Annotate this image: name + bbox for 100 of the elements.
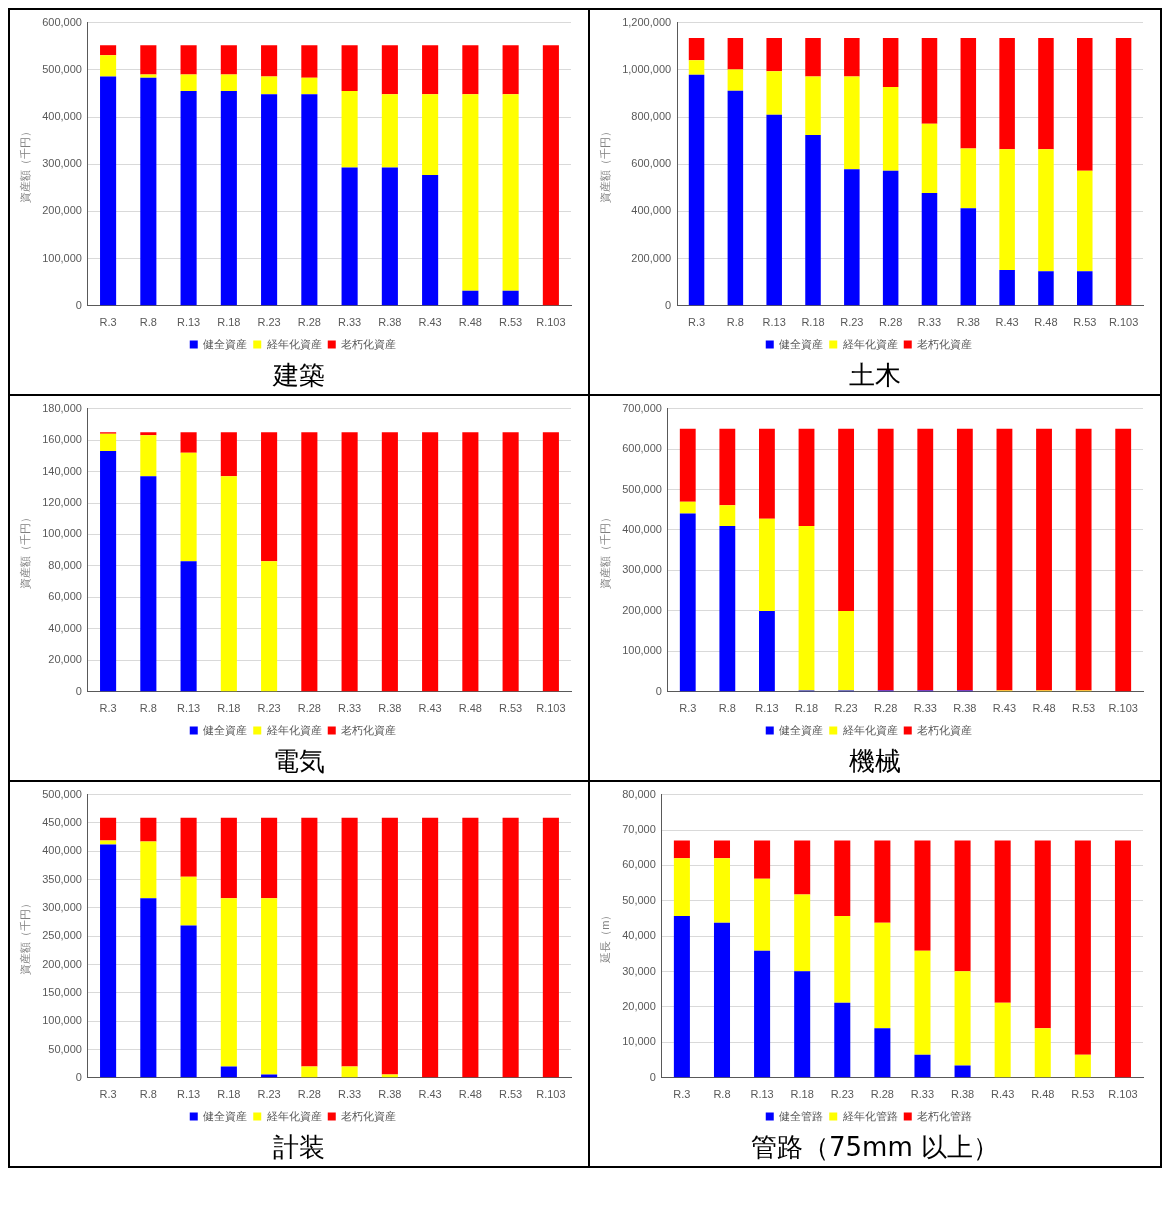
y-tick-label: 400,000 xyxy=(622,523,662,535)
x-tick-label: R.18 xyxy=(217,316,241,329)
legend-label: 老朽化資産 xyxy=(341,1109,397,1122)
x-tick-label: R.33 xyxy=(337,316,362,329)
x-tick-label: R.13 xyxy=(750,1088,774,1101)
x-tick-label: R.33 xyxy=(913,702,937,715)
legend-label: 老朽化資産 xyxy=(341,337,397,350)
y-tick-label: 0 xyxy=(75,684,82,697)
x-tick-label: R.18 xyxy=(790,1088,814,1101)
y-tick-label: 300,000 xyxy=(42,900,82,913)
y-tick-label: 60,000 xyxy=(48,590,82,603)
y-tick-label: 140,000 xyxy=(42,464,82,477)
y-tick-label: 150,000 xyxy=(42,985,82,998)
x-tick-label: R.8 xyxy=(718,702,736,715)
x-tick-label: R.43 xyxy=(418,702,442,715)
x-tick-label: R.33 xyxy=(337,702,362,715)
x-tick-label: R.103 xyxy=(536,1088,566,1101)
x-tick-label: R.23 xyxy=(840,316,864,329)
x-tick-label: R.53 xyxy=(499,702,523,715)
y-tick-label: 500,000 xyxy=(42,62,82,75)
legend-label: 経年化資産 xyxy=(265,723,322,736)
x-tick-label: R.53 xyxy=(1071,1088,1095,1101)
text: 計装 xyxy=(273,1132,325,1164)
y-tick-label: 0 xyxy=(655,684,662,697)
y-tick-label: 400,000 xyxy=(42,110,82,123)
x-tick-label: R.28 xyxy=(297,316,321,329)
y-axis-title: 資産額（千円） xyxy=(598,511,611,589)
x-tick-label: R.43 xyxy=(991,1088,1015,1101)
y-tick-label: 20,000 xyxy=(48,653,82,666)
y-tick-label: 600,000 xyxy=(631,157,672,170)
x-tick-label: R.8 xyxy=(713,1088,731,1101)
y-tick-label: 80,000 xyxy=(48,558,82,571)
legend-label: 老朽化資産 xyxy=(917,723,973,736)
y-axis-title: 資産額（千円） xyxy=(18,511,31,589)
x-tick-label: R.8 xyxy=(139,316,157,329)
legend-label: 老朽化資産 xyxy=(917,337,973,350)
y-tick-label: 180,000 xyxy=(42,401,82,414)
x-tick-label: R.48 xyxy=(1031,1088,1055,1101)
x-tick-label: R.38 xyxy=(378,702,402,715)
text: 管路（75mm 以上） xyxy=(750,1132,999,1164)
y-tick-label: 500,000 xyxy=(622,482,662,495)
x-tick-label: R.33 xyxy=(917,316,942,329)
legend-label: 健全資産 xyxy=(779,337,824,350)
x-tick-label: R.53 xyxy=(1073,316,1097,329)
y-tick-label: 0 xyxy=(665,298,672,311)
x-tick-label: R.28 xyxy=(879,316,903,329)
y-tick-label: 160,000 xyxy=(42,433,82,446)
x-tick-label: R.13 xyxy=(755,702,779,715)
legend-label: 経年化資産 xyxy=(265,337,322,350)
x-tick-label: R.38 xyxy=(378,1088,402,1101)
x-tick-label: R.53 xyxy=(1072,702,1096,715)
x-tick-label: R.8 xyxy=(726,316,744,329)
text: 建築 xyxy=(273,360,325,392)
x-tick-label: R.23 xyxy=(830,1088,854,1101)
legend-label: 健全資産 xyxy=(203,723,248,736)
y-tick-label: 1,000,000 xyxy=(622,62,672,75)
x-tick-label: R.8 xyxy=(139,702,157,715)
legend-label: 健全管路 xyxy=(779,1109,824,1122)
x-tick-label: R.3 xyxy=(99,316,117,329)
x-tick-label: R.3 xyxy=(99,702,117,715)
y-tick-label: 50,000 xyxy=(622,893,656,906)
text: 機械 xyxy=(849,746,901,778)
x-tick-label: R.13 xyxy=(176,316,201,329)
y-tick-label: 20,000 xyxy=(622,1000,656,1013)
y-axis-title: 資産額（千円） xyxy=(18,125,31,203)
legend-label: 健全資産 xyxy=(203,1109,248,1122)
y-axis-title: 延長（m） xyxy=(598,909,611,964)
x-tick-label: R.3 xyxy=(679,702,697,715)
x-tick-label: R.23 xyxy=(257,1088,281,1101)
text: 電気 xyxy=(273,746,325,778)
y-tick-label: 700,000 xyxy=(622,401,662,414)
x-tick-label: R.103 xyxy=(1108,316,1139,329)
x-tick-label: R.8 xyxy=(139,1088,157,1101)
y-tick-label: 0 xyxy=(649,1070,656,1083)
y-tick-label: 800,000 xyxy=(631,110,672,123)
y-tick-label: 400,000 xyxy=(42,844,82,857)
x-tick-label: R.18 xyxy=(801,316,825,329)
y-tick-label: 500,000 xyxy=(42,787,82,800)
y-tick-label: 0 xyxy=(75,1070,82,1083)
x-tick-label: R.48 xyxy=(1034,316,1058,329)
y-tick-label: 600,000 xyxy=(622,442,662,455)
legend-label: 老朽化資産 xyxy=(341,723,397,736)
x-tick-label: R.23 xyxy=(834,702,858,715)
x-tick-label: R.13 xyxy=(762,316,786,329)
x-tick-label: R.53 xyxy=(499,1088,523,1101)
y-tick-label: 100,000 xyxy=(622,644,662,657)
legend-label: 老朽化管路 xyxy=(917,1109,973,1122)
y-tick-label: 100,000 xyxy=(42,527,82,540)
y-tick-label: 40,000 xyxy=(48,621,82,634)
y-tick-label: 250,000 xyxy=(42,929,82,942)
x-tick-label: R.3 xyxy=(687,316,706,329)
x-tick-label: R.103 xyxy=(536,316,566,329)
legend-label: 経年化資産 xyxy=(265,1109,322,1122)
y-tick-label: 200,000 xyxy=(42,957,82,970)
x-tick-label: R.23 xyxy=(257,702,281,715)
y-axis-title: 資産額（千円） xyxy=(18,897,31,975)
y-tick-label: 80,000 xyxy=(622,787,656,800)
x-tick-label: R.18 xyxy=(217,1088,241,1101)
x-tick-label: R.48 xyxy=(458,316,482,329)
x-tick-label: R.43 xyxy=(418,1088,442,1101)
